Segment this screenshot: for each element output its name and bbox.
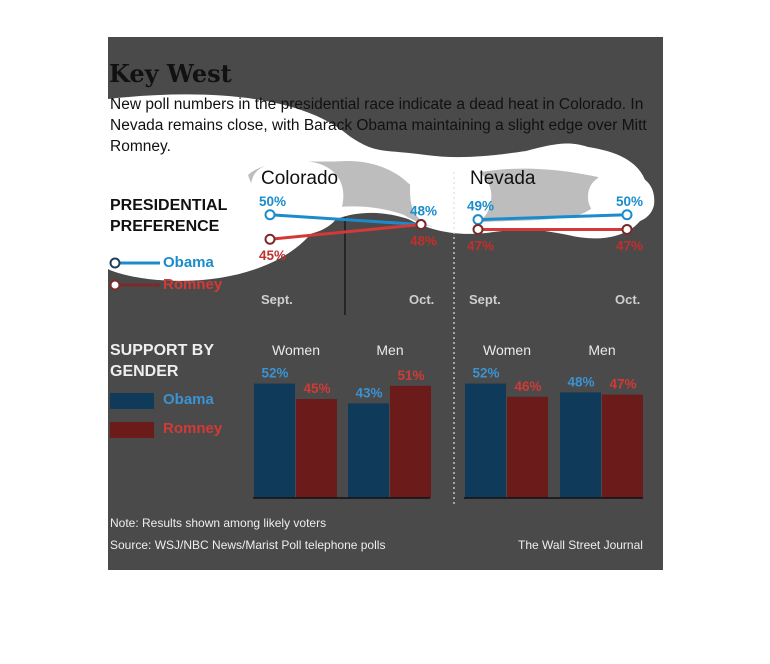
category-label-nevada-men: Men [588, 342, 615, 358]
data-label-nevada-obama-1: 50% [616, 194, 643, 209]
bar-colorado-women-obama [254, 383, 295, 498]
data-label-colorado-romney-0: 45% [259, 248, 286, 263]
series-line-colorado-romney [269, 223, 422, 241]
data-label-colorado-romney-1: 48% [410, 234, 437, 249]
series-line-colorado-obama [269, 213, 422, 227]
bar-legend-obama-label: Obama [163, 391, 214, 408]
infographic-panel: Sept. Oct. 50% 48% 45% 48% Sept. Oct. 49% 50% 47% 4… [108, 37, 663, 570]
bar-colorado-men-obama [348, 403, 389, 498]
line-legend-obama-marker [109, 257, 121, 269]
bar-legend-obama-swatch [110, 393, 154, 409]
bar-label-colorado-women-obama: 52% [261, 366, 288, 381]
point-colorado-obama-0 [264, 209, 276, 221]
category-label-colorado-men: Men [376, 342, 403, 358]
section-label-preference: PRESIDENTIAL PREFERENCE [110, 197, 228, 235]
chart-subtitle: New poll numbers in the presidential rac… [110, 96, 647, 155]
x-tick-colorado-1: Oct. [409, 292, 434, 307]
category-label-colorado-women: Women [272, 342, 320, 358]
footnote-credit: The Wall Street Journal [518, 538, 643, 552]
data-label-colorado-obama-0: 50% [259, 194, 286, 209]
line-legend-romney-marker [109, 279, 121, 291]
bar-nevada-women-romney [507, 396, 548, 498]
point-nevada-obama-1 [621, 209, 633, 221]
footnote-note: Note: Results shown among likely voters [110, 516, 327, 530]
section-label-gender: SUPPORT BY GENDER [110, 342, 214, 380]
state-label-nevada: Nevada [470, 168, 536, 189]
category-label-nevada-women: Women [483, 342, 531, 358]
bar-label-colorado-men-romney: 51% [397, 368, 424, 383]
data-label-nevada-romney-0: 47% [467, 238, 494, 253]
line-legend-obama-label: Obama [163, 254, 214, 271]
highlight-blob [108, 94, 655, 281]
bar-label-nevada-men-romney: 47% [609, 377, 636, 392]
bar-colorado-men-romney [390, 385, 431, 498]
chart-canvas: Sept. Oct. 50% 48% 45% 48% Sept. Oct. 49% 50% 47% 4… [109, 172, 643, 507]
bar-nevada-men-obama [560, 392, 601, 498]
x-tick-nevada-0: Sept. [469, 292, 501, 307]
bar-nevada-men-romney [602, 394, 643, 498]
bar-legend-romney-label: Romney [163, 420, 223, 437]
x-tick-nevada-1: Oct. [615, 292, 640, 307]
footnote-source: Source: WSJ/NBC News/Marist Poll telepho… [110, 538, 386, 552]
bar-legend-romney-swatch [110, 422, 154, 438]
chart-title: Key West [109, 59, 232, 88]
bar-label-nevada-men-obama: 48% [567, 374, 594, 389]
point-colorado-romney-0 [264, 233, 276, 245]
bar-label-colorado-men-obama: 43% [355, 385, 382, 400]
bar-label-nevada-women-romney: 46% [514, 379, 541, 394]
x-tick-colorado-0: Sept. [261, 292, 293, 307]
line-legend-romney-label: Romney [163, 276, 223, 293]
point-nevada-obama-0 [472, 214, 484, 226]
point-colorado-romney-1 [415, 219, 427, 231]
point-nevada-romney-1 [621, 223, 633, 235]
data-label-nevada-romney-1: 47% [616, 238, 643, 253]
bar-label-colorado-women-romney: 45% [303, 381, 330, 396]
data-label-nevada-obama-0: 49% [467, 199, 494, 214]
bar-colorado-women-romney [296, 399, 337, 498]
point-nevada-romney-0 [472, 223, 484, 235]
state-label-colorado: Colorado [261, 168, 339, 189]
data-label-colorado-obama-1: 48% [410, 204, 437, 219]
bar-nevada-women-obama [465, 383, 506, 498]
bar-label-nevada-women-obama: 52% [472, 366, 499, 381]
series-line-nevada-obama [477, 213, 628, 222]
